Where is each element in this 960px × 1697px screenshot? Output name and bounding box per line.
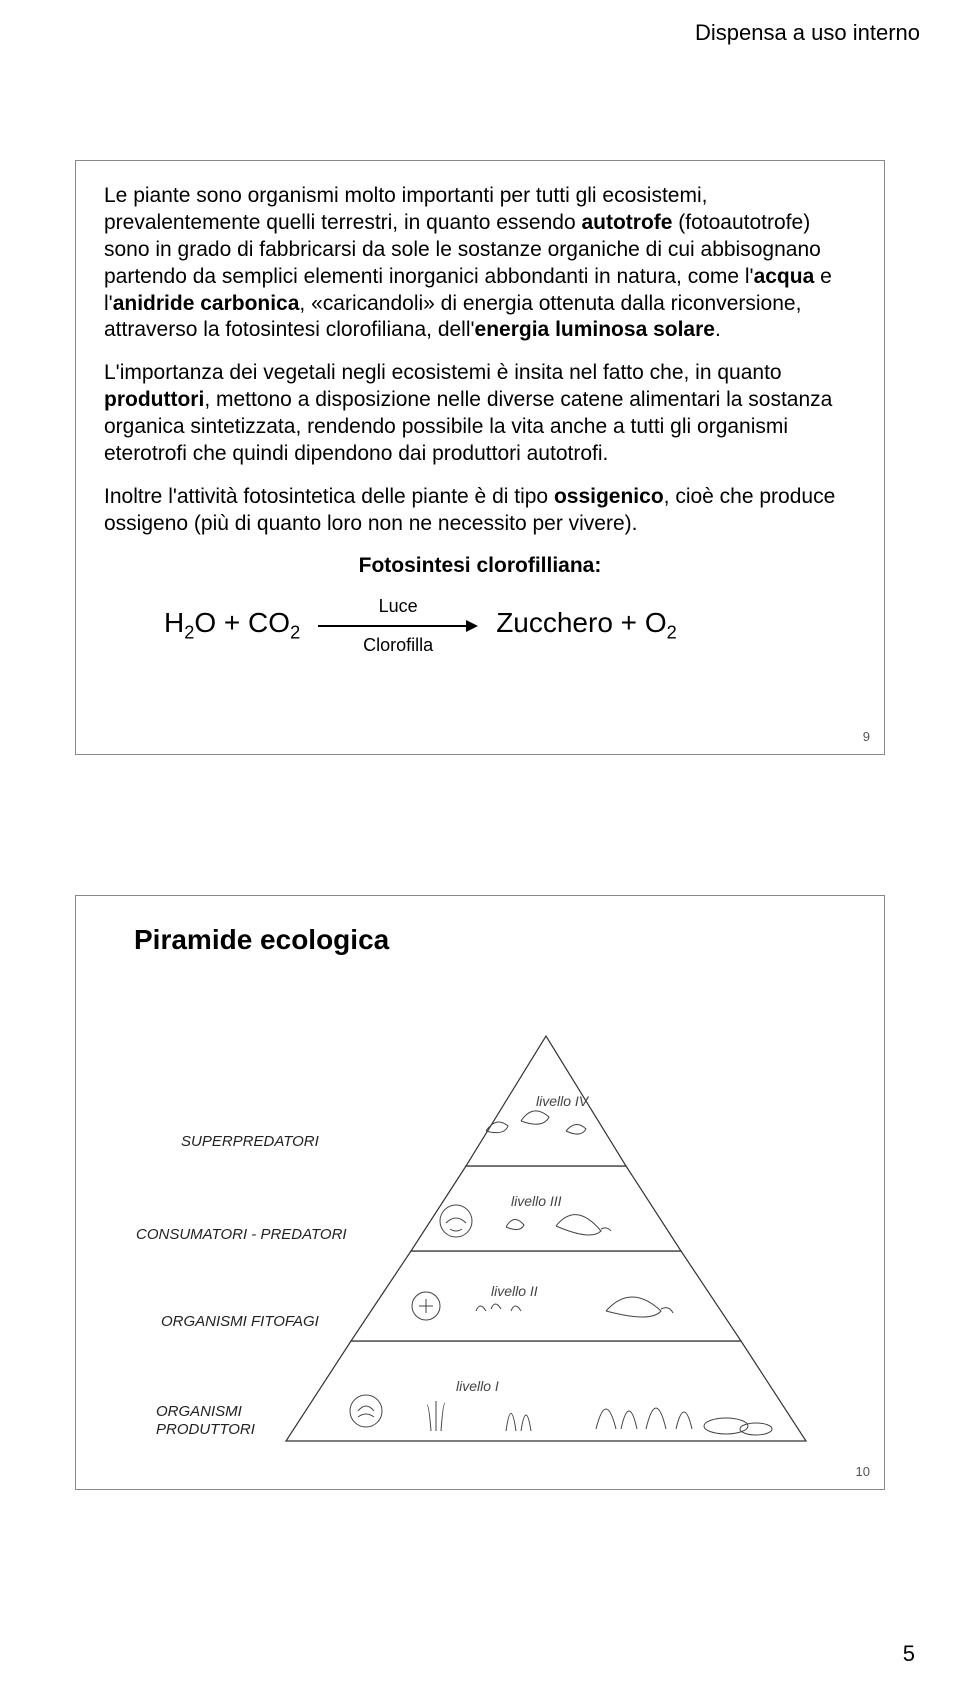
slide2-title: Piramide ecologica (134, 924, 856, 956)
photosynthesis-equation: H2O + CO2 Luce Clorofilla Zucchero + O2 (104, 596, 856, 656)
reaction-arrow-icon (318, 619, 478, 633)
level4-label: livello IV (536, 1093, 590, 1109)
slide-1: Le piante sono organismi molto important… (75, 160, 885, 755)
cat-produttori-l2: PRODUTTORI (156, 1421, 255, 1438)
level2-label: livello II (491, 1283, 538, 1299)
doc-header: Dispensa a uso interno (695, 20, 920, 46)
cat-fitofagi: ORGANISMI FITOFAGI (161, 1313, 319, 1330)
slide1-para1: Le piante sono organismi molto important… (104, 183, 856, 344)
eq-reactants: H2O + CO2 (164, 607, 300, 644)
eq-condition-bottom: Clorofilla (363, 635, 433, 656)
eq-arrow-block: Luce Clorofilla (318, 596, 478, 656)
slide-2: Piramide ecologica livello IV livello II… (75, 895, 885, 1490)
slide1-para2: L'importanza dei vegetali negli ecosiste… (104, 360, 856, 468)
eq-products: Zucchero + O2 (496, 607, 677, 644)
equation-title: Fotosintesi clorofilliana: (104, 554, 856, 578)
slide1-para3: Inoltre l'attività fotosintetica delle p… (104, 484, 856, 538)
cat-produttori-l1: ORGANISMI (156, 1403, 242, 1420)
level3-label: livello III (511, 1193, 562, 1209)
pyramid-svg: livello IV livello III livello II livell… (126, 971, 846, 1461)
cat-consumatori: CONSUMATORI - PREDATORI (136, 1226, 347, 1243)
eq-condition-top: Luce (379, 596, 418, 617)
ecological-pyramid-diagram: livello IV livello III livello II livell… (126, 971, 846, 1461)
level1-label: livello I (456, 1378, 499, 1394)
page-number: 5 (903, 1641, 915, 1667)
slide1-number: 9 (863, 729, 870, 744)
slide2-number: 10 (856, 1464, 870, 1479)
cat-superpredatori: SUPERPREDATORI (181, 1133, 319, 1150)
